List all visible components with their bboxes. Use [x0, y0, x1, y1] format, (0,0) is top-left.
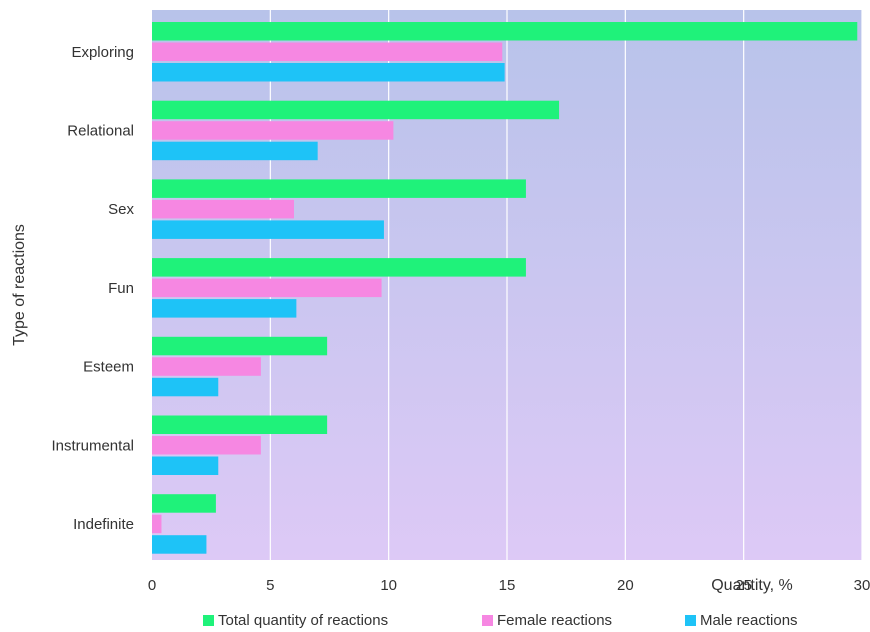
x-tick-label: 20	[617, 577, 634, 594]
x-tick-label: 15	[499, 577, 516, 594]
bar-indefinite-male	[152, 535, 207, 554]
bar-fun-total	[152, 258, 526, 277]
category-label: Esteem	[83, 359, 134, 376]
x-tick-label: 0	[148, 577, 156, 594]
bar-instrumental-female	[152, 436, 261, 455]
bar-relational-total	[152, 100, 560, 120]
bar-instrumental-male	[152, 456, 219, 475]
category-label: Fun	[108, 280, 134, 297]
category-label: Relational	[67, 122, 134, 139]
bar-exploring-total	[152, 22, 858, 41]
bar-sex-male	[152, 220, 384, 239]
bar-esteem-total	[152, 336, 328, 356]
bar-instrumental-total	[152, 415, 328, 434]
x-tick-label: 30	[854, 577, 870, 594]
category-label: Instrumental	[51, 437, 134, 454]
bar-indefinite-female	[152, 514, 162, 534]
bar-exploring-male	[152, 63, 505, 82]
bar-relational-female	[152, 121, 394, 140]
category-label: Indefinite	[73, 516, 134, 533]
bar-esteem-male	[152, 377, 219, 397]
bar-fun-male	[152, 299, 297, 318]
bar-fun-female	[152, 278, 382, 298]
legend-label: Male reactions	[700, 612, 798, 629]
bar-relational-male	[152, 141, 318, 161]
bar-esteem-female	[152, 357, 261, 376]
bar-sex-female	[152, 199, 294, 219]
x-tick-label: 5	[266, 577, 274, 594]
legend-swatch	[482, 615, 493, 626]
x-tick-label: 10	[380, 577, 397, 594]
bar-exploring-female	[152, 42, 503, 61]
category-label: Exploring	[71, 44, 134, 61]
legend-label: Total quantity of reactions	[218, 612, 388, 629]
bar-sex-total	[152, 179, 526, 198]
legend-swatch	[203, 615, 214, 626]
legend-swatch	[685, 615, 696, 626]
category-label: Sex	[108, 201, 134, 218]
legend: Total quantity of reactions Female reacti…	[203, 612, 798, 629]
x-tick-label: 25	[735, 577, 752, 594]
legend-label: Female reactions	[497, 612, 612, 629]
x-axis-title: Quantity, %	[711, 577, 793, 594]
bar-indefinite-total	[152, 494, 216, 513]
y-axis-title: Type of reactions	[11, 224, 28, 346]
